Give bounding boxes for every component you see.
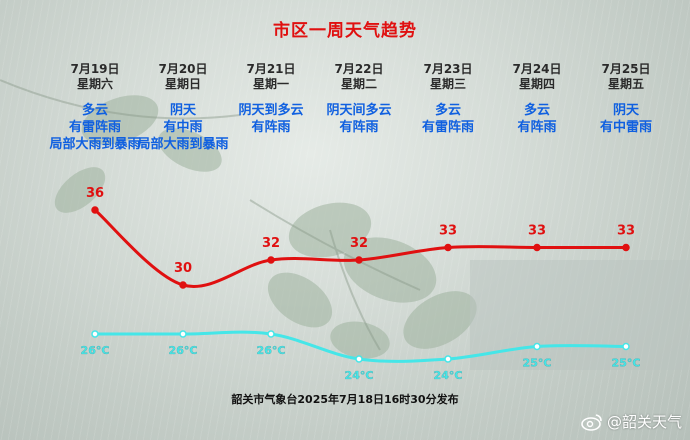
low-temp-label: 25°C [523, 357, 552, 370]
low-temp-point [444, 355, 452, 363]
weather-text: 有阵雨 [517, 120, 557, 135]
weather-text: 阴天 [612, 103, 639, 118]
low-temp-point [267, 330, 275, 338]
day-date: 7月22日 [334, 62, 384, 76]
day-column: 7月22日 星期二阴天间多云有阵雨 [304, 62, 414, 136]
day-weekday: 星期二 [340, 77, 377, 91]
high-temp-point [267, 256, 275, 264]
weather-text: 局部大雨到暴雨 [49, 137, 141, 152]
low-temp-label: 26°C [169, 344, 198, 357]
high-temp-point [622, 243, 630, 252]
low-temp-point [533, 342, 541, 351]
low-temp-point [91, 330, 99, 338]
low-temp-label: 26°C [257, 344, 286, 357]
high-temp-point [91, 206, 99, 214]
high-temp-label: 36 [86, 186, 104, 201]
watermark-text: @韶关天气 [606, 413, 682, 431]
weather-text: 有阵雨 [339, 120, 379, 135]
day-weather: 阴天到多云 有阵雨 [216, 102, 326, 136]
day-column: 7月19日 星期六多云有雷阵雨局部大雨到暴雨 [40, 62, 150, 153]
high-temp-point [179, 281, 187, 289]
weather-text: 有中雨 [163, 120, 203, 135]
weather-text: 阴天到多云 [238, 103, 304, 118]
day-weekday: 星期一 [252, 77, 289, 91]
day-weather: 阴天间多云 有阵雨 [304, 102, 414, 136]
low-temp-label: 24°C [434, 369, 463, 382]
weather-text: 有中雷雨 [599, 120, 652, 135]
day-weather: 多云 有阵雨 [482, 102, 592, 136]
watermark: @韶关天气 [581, 411, 682, 432]
low-temp-label: 25°C [612, 357, 641, 370]
high-temp-label: 33 [439, 224, 457, 239]
weather-text: 阴天 [169, 103, 196, 118]
issue-note: 韶关市气象台2025年7月18日16时30分发布 [231, 393, 459, 406]
low-temp-label: 26°C [81, 344, 110, 357]
high-temp-point [355, 256, 363, 264]
low-temp-point [179, 330, 187, 338]
high-temp-point [444, 243, 452, 252]
day-date: 7月23日 [423, 62, 473, 76]
day-date: 7月24日 [512, 62, 562, 76]
day-weekday: 星期日 [164, 77, 201, 91]
high-temp-label: 33 [528, 224, 546, 239]
weather-text: 多云 [523, 103, 550, 118]
low-temp-label: 24°C [345, 369, 374, 382]
day-weekday: 星期五 [607, 77, 644, 91]
day-weather: 多云 有雷阵雨 [393, 102, 503, 136]
high-temp-label: 30 [174, 261, 192, 276]
day-date: 7月20日 [158, 62, 208, 76]
high-temp-point [533, 243, 541, 252]
weather-text: 有雷阵雨 [421, 120, 474, 135]
day-date: 7月21日 [246, 62, 296, 76]
day-weather: 多云有雷阵雨局部大雨到暴雨 [40, 102, 150, 153]
low-temp-point [622, 342, 630, 351]
day-column: 7月23日 星期三多云有雷阵雨 [393, 62, 503, 136]
weather-text: 有雷阵雨 [68, 120, 121, 135]
weather-text: 多云 [81, 103, 108, 118]
day-column: 7月25日 星期五阴天有中雷雨 [571, 62, 681, 136]
day-date: 7月25日 [601, 62, 651, 76]
high-temp-label: 32 [262, 236, 280, 251]
day-weekday: 星期四 [518, 77, 555, 91]
day-weather: 阴天有中雨局部大雨到暴雨 [128, 102, 238, 153]
day-date: 7月19日 [70, 62, 120, 76]
day-weekday: 星期三 [429, 77, 466, 91]
day-column: 7月20日 星期日阴天有中雨局部大雨到暴雨 [128, 62, 238, 153]
weather-text: 局部大雨到暴雨 [137, 137, 229, 152]
day-weather: 阴天 有中雷雨 [571, 102, 681, 136]
high-temp-label: 33 [617, 224, 635, 239]
weibo-icon [581, 413, 602, 431]
high-temp-label: 32 [350, 236, 368, 251]
day-column: 7月24日 星期四多云有阵雨 [482, 62, 592, 136]
weather-text: 多云 [434, 103, 461, 118]
day-weekday: 星期六 [76, 77, 113, 91]
weather-text: 有阵雨 [251, 120, 291, 135]
day-column: 7月21日 星期一阴天到多云有阵雨 [216, 62, 326, 136]
chart-title: 市区一周天气趋势 [273, 21, 417, 41]
weather-text: 阴天间多云 [326, 103, 392, 118]
low-temp-point [355, 355, 363, 363]
